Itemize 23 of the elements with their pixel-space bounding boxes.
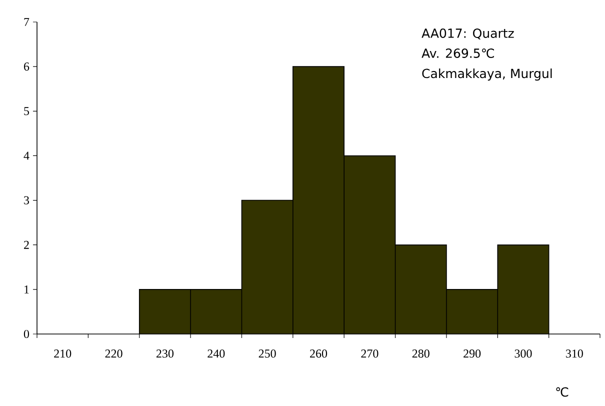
y-tick-label: 7 — [24, 18, 30, 26]
y-tick-label: 0 — [24, 330, 30, 338]
annotation: AA017: Quartz — [422, 28, 514, 40]
x-tick-label: 280 — [412, 350, 430, 358]
x-axis-title: ℃ — [556, 387, 568, 397]
x-tick-label: 240 — [208, 350, 225, 358]
x-tick-label: 290 — [464, 350, 481, 358]
x-tick-label: 300 — [514, 350, 532, 358]
annotation: Av. 269.5℃ — [422, 48, 494, 58]
y-tick-label: 3 — [24, 196, 30, 204]
x-tick-label: 220 — [105, 350, 122, 358]
x-tick-label: 250 — [258, 350, 276, 358]
y-tick-label: 5 — [24, 107, 30, 116]
x-tick-label: 210 — [54, 350, 72, 358]
y-tick-label: 2 — [24, 240, 29, 249]
x-tick-label: 230 — [156, 350, 174, 358]
x-tick-label: 260 — [310, 350, 328, 358]
y-tick-label: 6 — [24, 62, 30, 71]
x-tick-label: 270 — [361, 350, 378, 358]
y-tick-label: 1 — [24, 285, 29, 294]
x-tick-label: 310 — [566, 350, 583, 358]
y-tick-label: 4 — [24, 152, 30, 160]
annotation: Cakmakkaya, Murgul — [422, 68, 552, 81]
